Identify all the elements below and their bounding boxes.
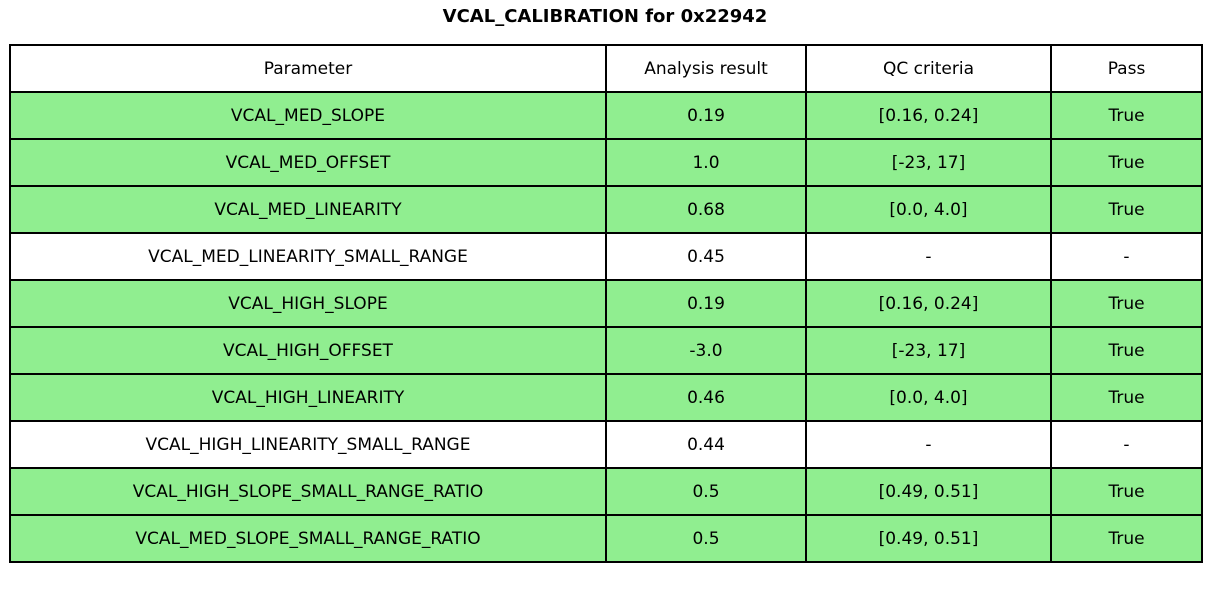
cell-parameter: VCAL_HIGH_SLOPE (9, 279, 607, 328)
cell-result: 1.0 (605, 138, 807, 187)
cell-parameter: VCAL_HIGH_SLOPE_SMALL_RANGE_RATIO (9, 467, 607, 516)
cell-criteria: [-23, 17] (805, 138, 1052, 187)
cell-pass: True (1050, 467, 1203, 516)
cell-parameter: VCAL_MED_SLOPE (9, 91, 607, 140)
cell-parameter: VCAL_MED_OFFSET (9, 138, 607, 187)
cell-criteria: [-23, 17] (805, 326, 1052, 375)
cell-criteria: [0.16, 0.24] (805, 279, 1052, 328)
cell-pass: True (1050, 279, 1203, 328)
column-header-parameter: Parameter (9, 44, 607, 93)
calibration-table: Parameter Analysis result QC criteria Pa… (9, 44, 1203, 563)
cell-parameter: VCAL_HIGH_LINEARITY (9, 373, 607, 422)
cell-criteria: - (805, 232, 1052, 281)
cell-result: -3.0 (605, 326, 807, 375)
cell-pass: True (1050, 326, 1203, 375)
cell-result: 0.45 (605, 232, 807, 281)
cell-result: 0.44 (605, 420, 807, 469)
table-row: VCAL_MED_LINEARITY 0.68 [0.0, 4.0] True (9, 185, 1203, 234)
cell-pass: - (1050, 420, 1203, 469)
table-row: VCAL_HIGH_LINEARITY_SMALL_RANGE 0.44- - (9, 420, 1203, 469)
header-row: Parameter Analysis result QC criteria Pa… (9, 44, 1203, 93)
cell-criteria: [0.49, 0.51] (805, 514, 1052, 563)
table-row: VCAL_MED_OFFSET 1.0 [-23, 17] True (9, 138, 1203, 187)
table-row: VCAL_HIGH_OFFSET -3.0 [-23, 17] True (9, 326, 1203, 375)
cell-criteria: [0.16, 0.24] (805, 91, 1052, 140)
cell-pass: True (1050, 373, 1203, 422)
cell-result: 0.5 (605, 467, 807, 516)
cell-pass: True (1050, 185, 1203, 234)
cell-criteria: [0.0, 4.0] (805, 373, 1052, 422)
cell-parameter: VCAL_HIGH_LINEARITY_SMALL_RANGE (9, 420, 607, 469)
cell-pass: - (1050, 232, 1203, 281)
cell-pass: True (1050, 514, 1203, 563)
table-header: Parameter Analysis result QC criteria Pa… (9, 44, 1203, 93)
cell-result: 0.5 (605, 514, 807, 563)
cell-parameter: VCAL_MED_LINEARITY (9, 185, 607, 234)
cell-result: 0.46 (605, 373, 807, 422)
page-title: VCAL_CALIBRATION for 0x22942 (442, 6, 768, 27)
cell-result: 0.19 (605, 279, 807, 328)
cell-parameter: VCAL_MED_SLOPE_SMALL_RANGE_RATIO (9, 514, 607, 563)
cell-pass: True (1050, 91, 1203, 140)
table-row: VCAL_HIGH_SLOPE 0.19 [0.16, 0.24] True (9, 279, 1203, 328)
column-header-qc-criteria: QC criteria (805, 44, 1052, 93)
cell-result: 0.68 (605, 185, 807, 234)
table-row: VCAL_HIGH_SLOPE_SMALL_RANGE_RATIO 0.5 [0.4… (9, 467, 1203, 516)
cell-parameter: VCAL_HIGH_OFFSET (9, 326, 607, 375)
column-header-analysis-result: Analysis result (605, 44, 807, 93)
cell-criteria: - (805, 420, 1052, 469)
table-row: VCAL_MED_SLOPE_SMALL_RANGE_RATIO 0.5 [0.49… (9, 514, 1203, 563)
cell-pass: True (1050, 138, 1203, 187)
table-body: VCAL_MED_SLOPE 0.19 [0.16, 0.24] True VCAL_M… (9, 91, 1203, 563)
cell-criteria: [0.49, 0.51] (805, 467, 1052, 516)
table-row: VCAL_MED_LINEARITY_SMALL_RANGE 0.45- - (9, 232, 1203, 281)
cell-result: 0.19 (605, 91, 807, 140)
cell-parameter: VCAL_MED_LINEARITY_SMALL_RANGE (9, 232, 607, 281)
table-row: VCAL_MED_SLOPE 0.19 [0.16, 0.24] True (9, 91, 1203, 140)
table-row: VCAL_HIGH_LINEARITY 0.46 [0.0, 4.0] True (9, 373, 1203, 422)
column-header-pass: Pass (1050, 44, 1203, 93)
cell-criteria: [0.0, 4.0] (805, 185, 1052, 234)
